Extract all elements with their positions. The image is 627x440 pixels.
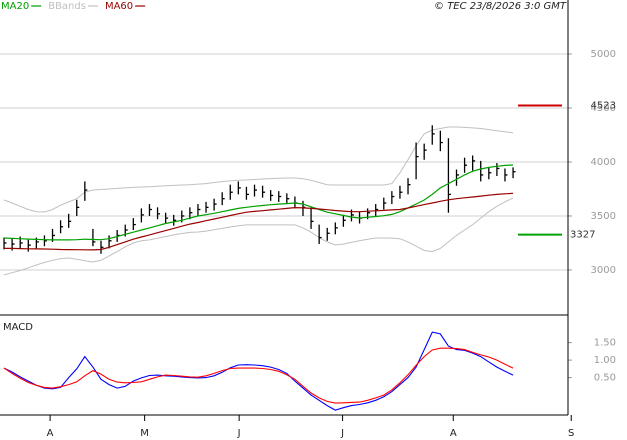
legend-label: BBands (48, 1, 86, 12)
x-tick-label: A (47, 428, 54, 439)
credit: © TEC 23/8/2026 3:0 GMT (434, 1, 567, 12)
x-tick-label: M (140, 428, 149, 439)
band-lower (3, 197, 514, 276)
macd-line (3, 347, 514, 404)
y-tick-label: 3500 (591, 211, 616, 222)
y-tick-label: 4500 (591, 103, 616, 114)
x-tick-label: J (237, 428, 241, 439)
legend-label: MA60 (105, 1, 133, 12)
y-tick-label: 3000 (591, 265, 616, 276)
ma-line (3, 164, 514, 241)
x-tick-label: A (450, 428, 457, 439)
ma-line (4, 192, 514, 251)
level-label: 4523 (591, 101, 616, 112)
level-label: 3327 (570, 230, 595, 241)
legend-label: MA20 (1, 1, 29, 12)
y-tick-label: 1.50 (594, 338, 616, 349)
y-tick-label: 1.00 (594, 355, 616, 366)
y-tick-label: 4000 (591, 157, 616, 168)
band-upper (3, 126, 514, 213)
x-tick-label: S (568, 428, 574, 439)
y-tick-label: 5000 (591, 49, 616, 60)
panel-title: MACD (3, 322, 33, 333)
y-tick-label: 0.50 (594, 373, 616, 384)
macd-line (3, 331, 514, 411)
x-tick-label: J (340, 428, 344, 439)
